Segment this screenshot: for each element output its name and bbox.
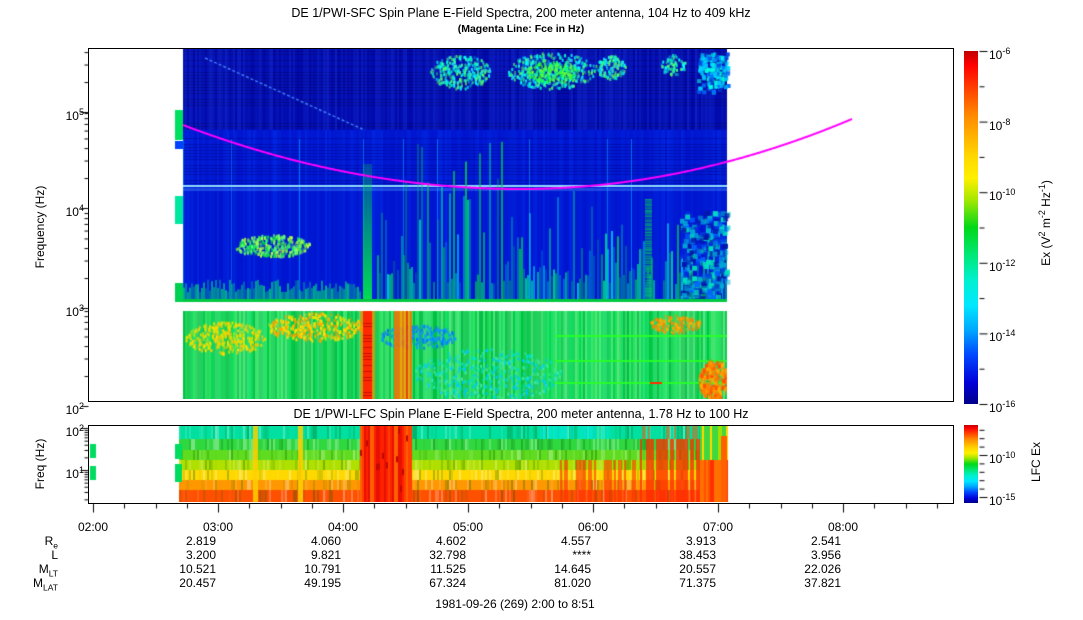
table-cell: 20.557 (679, 562, 716, 576)
table-cell: **** (572, 548, 591, 562)
lfc-cbtick-1e-15: 10-15 (989, 492, 1016, 508)
sfc-ytick-1e5: 105 (65, 107, 84, 123)
table-cell: 3.200 (185, 548, 216, 562)
lfc-title: DE 1/PWI-LFC Spin Plane E-Field Spectra,… (293, 407, 749, 421)
table-row-label-re: Re (44, 534, 58, 551)
table-cell: 10.791 (304, 562, 341, 576)
sfc-ytick-1e3: 103 (65, 303, 84, 319)
table-cell: 4.602 (435, 534, 466, 548)
table-cell: 49.195 (304, 576, 341, 590)
table-cell: 22.026 (804, 562, 841, 576)
table-cell: 67.324 (429, 576, 466, 590)
sfc-cbtick-1e-6: 10-6 (989, 46, 1011, 62)
date-range-footer: 1981-09-26 (269) 2:00 to 8:51 (435, 597, 595, 611)
table-cell: 14.645 (554, 562, 591, 576)
sfc-ytick-1e2: 102 (65, 401, 84, 417)
sfc-yaxis-label: Frequency (Hz) (33, 185, 47, 269)
time-label-0700: 07:00 (702, 520, 734, 534)
table-cell: 81.020 (554, 576, 591, 590)
sfc-panel-frame (88, 48, 954, 402)
time-label-0300: 03:00 (202, 520, 234, 534)
table-row-label-l: L (51, 548, 58, 562)
table-row-label-mlt: MLT (38, 562, 58, 579)
lfc-cbtick-1e-10: 10-10 (989, 450, 1016, 466)
lfc-colorbar (964, 425, 978, 503)
sfc-ytick-1e4: 104 (65, 203, 84, 219)
table-cell: 4.557 (560, 534, 591, 548)
table-cell: 3.956 (810, 548, 841, 562)
table-cell: 4.060 (310, 534, 341, 548)
table-cell: 2.819 (185, 534, 216, 548)
sfc-colorbar-label: Ex (V2 m-2 Hz-1) (1037, 180, 1053, 266)
sfc-cbtick-1e-16: 10-16 (989, 399, 1016, 415)
table-cell: 2.541 (810, 534, 841, 548)
sfc-colorbar (964, 51, 978, 404)
lfc-colorbar-label: LFC Ex (1029, 441, 1043, 483)
table-cell: 3.913 (685, 534, 716, 548)
sfc-subtitle: (Magenta Line: Fce in Hz) (457, 23, 585, 35)
sfc-title: DE 1/PWI-SFC Spin Plane E-Field Spectra,… (291, 6, 751, 20)
table-cell: 9.821 (310, 548, 341, 562)
time-label-0400: 04:00 (327, 520, 359, 534)
table-cell: 20.457 (179, 576, 216, 590)
table-cell: 71.375 (679, 576, 716, 590)
time-label-0200: 02:00 (77, 520, 109, 534)
lfc-yaxis-label: Freq (Hz) (33, 438, 47, 490)
table-cell: 11.525 (430, 562, 466, 576)
sfc-spectrogram-canvas (89, 49, 951, 399)
sfc-cbtick-1e-8: 10-8 (989, 117, 1011, 133)
table-cell: 37.821 (804, 576, 841, 590)
table-cell: 32.798 (429, 548, 466, 562)
table-cell: 38.453 (679, 548, 716, 562)
lfc-panel-frame (88, 425, 954, 504)
sfc-cbtick-1e-14: 10-14 (989, 328, 1016, 344)
time-label-0600: 06:00 (577, 520, 609, 534)
time-label-0800: 08:00 (827, 520, 859, 534)
sfc-cbtick-1e-10: 10-10 (989, 187, 1016, 203)
sfc-cbtick-1e-12: 10-12 (989, 258, 1016, 274)
table-row-label-mlat: MLAT (33, 576, 58, 593)
table-cell: 10.521 (179, 562, 216, 576)
time-label-0500: 05:00 (452, 520, 484, 534)
lfc-ytick-1e1: 101 (65, 465, 84, 481)
lfc-spectrogram-canvas (89, 426, 951, 502)
lfc-ytick-1e2: 102 (65, 423, 84, 439)
